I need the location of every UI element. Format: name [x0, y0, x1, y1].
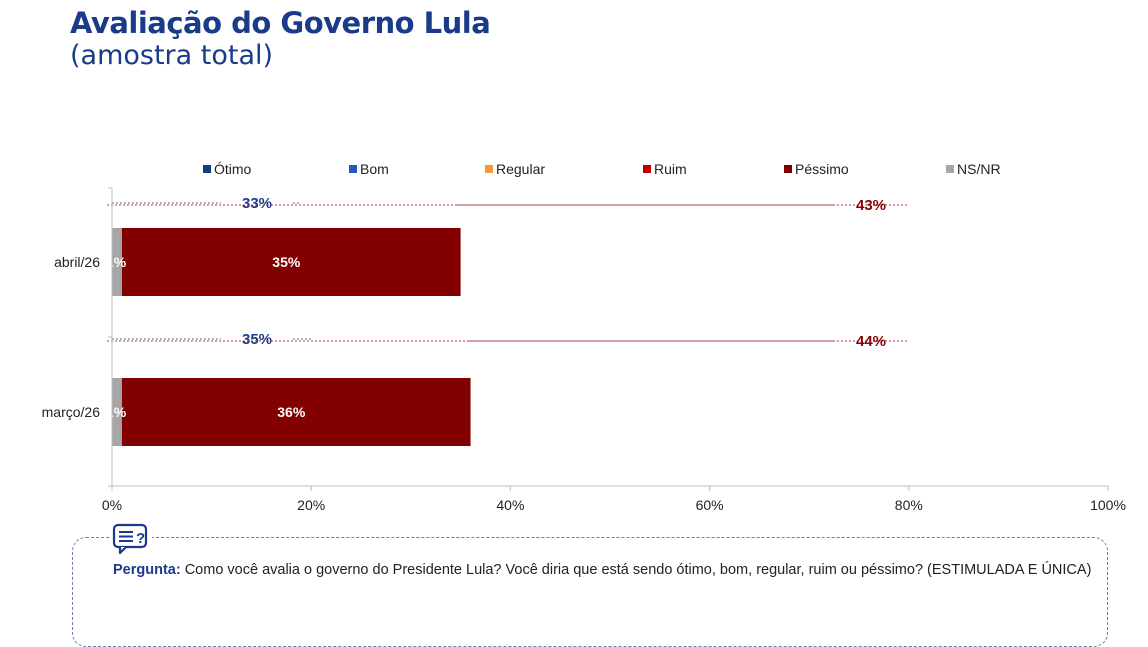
positive-total-1: 35%	[242, 331, 272, 348]
legend-label-2: Regular	[496, 161, 545, 177]
bar-label-1-4: 36%	[277, 404, 306, 420]
question-body: Como você avalia o governo do Presidente…	[180, 562, 1092, 578]
legend-swatch-0	[203, 165, 211, 173]
chat-question-icon: ?	[110, 522, 152, 556]
legend-swatch-2	[485, 165, 493, 173]
legend-swatch-3	[643, 165, 651, 173]
x-tick-label-5: 100%	[1090, 497, 1126, 513]
legend-label-4: Péssimo	[795, 161, 849, 177]
legend-swatch-5	[946, 165, 954, 173]
legend: Ótimo Bom Regular Ruim Péssimo NS/NR	[203, 161, 1001, 177]
legend-swatch-1	[349, 165, 357, 173]
question-text: Pergunta: Como você avalia o governo do …	[113, 562, 1093, 579]
negative-total-1: 44%	[856, 333, 886, 350]
bar-0-4	[112, 228, 461, 296]
positive-total-0: 33%	[242, 195, 272, 212]
category-label-1: março/26	[42, 404, 101, 420]
bar-label-0-5: 1%	[106, 254, 127, 270]
legend-swatch-4	[784, 165, 792, 173]
legend-label-3: Ruim	[654, 161, 687, 177]
chart-title: Avaliação do Governo Lula	[70, 6, 491, 40]
bar-1-5	[112, 378, 122, 446]
negative-total-0: 43%	[856, 197, 886, 214]
question-box	[72, 537, 1108, 647]
legend-label-0: Ótimo	[214, 161, 252, 177]
plot-area: 14%19%23%8%35%1%33%43%15%20%21%8%36%1%35…	[106, 195, 907, 446]
x-tick-label-0: 0%	[102, 497, 122, 513]
svg-text:?: ?	[136, 530, 145, 547]
x-tick-label-1: 20%	[297, 497, 325, 513]
axes: abril/26 março/26 0% 20% 40% 60% 80% 100%	[42, 187, 1126, 513]
bar-label-1-5: 1%	[106, 404, 127, 420]
question-label: Pergunta:	[113, 562, 181, 578]
x-tick-label-2: 40%	[496, 497, 524, 513]
bar-1-4	[112, 378, 471, 446]
x-tick-label-3: 60%	[696, 497, 724, 513]
legend-label-5: NS/NR	[957, 161, 1001, 177]
category-label-0: abril/26	[54, 254, 100, 270]
bar-0-5	[112, 228, 122, 296]
x-tick-label-4: 80%	[895, 497, 923, 513]
bar-label-0-4: 35%	[272, 254, 301, 270]
legend-label-1: Bom	[360, 161, 389, 177]
chart-subtitle: (amostra total)	[70, 40, 274, 71]
